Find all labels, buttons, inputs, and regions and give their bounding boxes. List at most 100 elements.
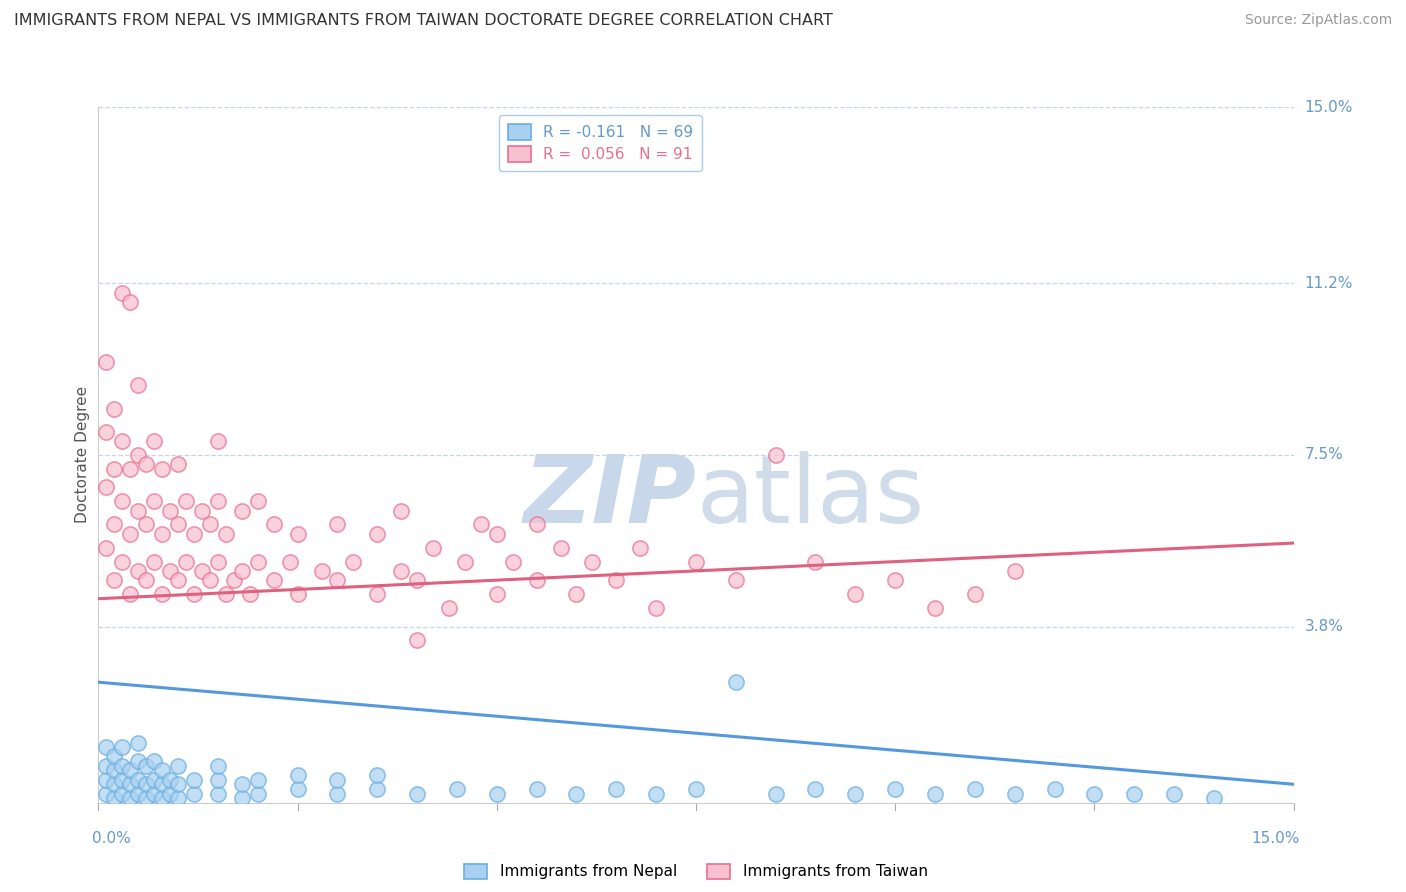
Point [263, 517, 285, 532]
Point [963, 781, 986, 796]
Point [246, 787, 269, 801]
Point [96, 541, 118, 555]
Point [127, 503, 149, 517]
Point [605, 781, 627, 796]
Point [96, 758, 118, 772]
Point [183, 526, 205, 541]
Point [96, 355, 118, 369]
Point [120, 777, 142, 791]
Point [150, 791, 173, 805]
Point [96, 740, 118, 755]
Point [215, 587, 238, 601]
Point [311, 564, 333, 578]
Point [150, 526, 173, 541]
Point [765, 448, 787, 462]
Point [120, 791, 142, 805]
Point [127, 735, 149, 749]
Point [167, 517, 190, 532]
Point [159, 787, 181, 801]
Point [804, 555, 827, 569]
Point [278, 555, 301, 569]
Point [222, 573, 245, 587]
Point [246, 555, 269, 569]
Point [143, 555, 166, 569]
Point [207, 758, 229, 772]
Point [111, 494, 134, 508]
Text: 15.0%: 15.0% [1305, 100, 1353, 114]
Point [120, 462, 142, 476]
Point [366, 526, 388, 541]
Point [724, 675, 747, 690]
Point [685, 555, 707, 569]
Point [645, 601, 668, 615]
Point [167, 791, 190, 805]
Point [406, 787, 429, 801]
Point [150, 462, 173, 476]
Point [127, 772, 149, 787]
Text: 11.2%: 11.2% [1305, 276, 1353, 291]
Point [120, 526, 142, 541]
Point [103, 401, 125, 416]
Point [127, 448, 149, 462]
Point [526, 517, 548, 532]
Point [366, 587, 388, 601]
Text: 0.0%: 0.0% [93, 830, 131, 846]
Point [231, 564, 253, 578]
Point [159, 772, 181, 787]
Point [550, 541, 572, 555]
Point [183, 587, 205, 601]
Point [406, 633, 429, 648]
Point [150, 764, 173, 778]
Point [111, 772, 134, 787]
Point [1123, 787, 1146, 801]
Point [183, 787, 205, 801]
Point [111, 787, 134, 801]
Point [135, 758, 157, 772]
Point [174, 494, 197, 508]
Point [159, 503, 181, 517]
Point [111, 758, 134, 772]
Point [804, 781, 827, 796]
Point [485, 587, 508, 601]
Text: 3.8%: 3.8% [1305, 619, 1344, 634]
Point [143, 772, 166, 787]
Point [207, 434, 229, 448]
Point [446, 781, 468, 796]
Point [924, 787, 946, 801]
Point [485, 787, 508, 801]
Point [143, 494, 166, 508]
Point [207, 772, 229, 787]
Point [191, 503, 214, 517]
Point [326, 787, 349, 801]
Point [844, 587, 866, 601]
Point [685, 781, 707, 796]
Point [103, 573, 125, 587]
Text: 15.0%: 15.0% [1251, 830, 1299, 846]
Point [103, 462, 125, 476]
Point [127, 754, 149, 768]
Point [135, 517, 157, 532]
Point [326, 772, 349, 787]
Text: ZIP: ZIP [523, 450, 696, 542]
Point [526, 573, 548, 587]
Point [246, 494, 269, 508]
Point [215, 526, 238, 541]
Point [135, 791, 157, 805]
Point [724, 573, 747, 587]
Legend: Immigrants from Nepal, Immigrants from Taiwan: Immigrants from Nepal, Immigrants from T… [458, 857, 934, 886]
Point [207, 555, 229, 569]
Point [406, 573, 429, 587]
Point [167, 777, 190, 791]
Point [326, 517, 349, 532]
Point [628, 541, 651, 555]
Point [454, 555, 477, 569]
Point [143, 754, 166, 768]
Point [120, 764, 142, 778]
Point [287, 526, 309, 541]
Point [565, 787, 588, 801]
Point [565, 587, 588, 601]
Point [765, 787, 787, 801]
Point [326, 573, 349, 587]
Point [389, 503, 412, 517]
Point [135, 573, 157, 587]
